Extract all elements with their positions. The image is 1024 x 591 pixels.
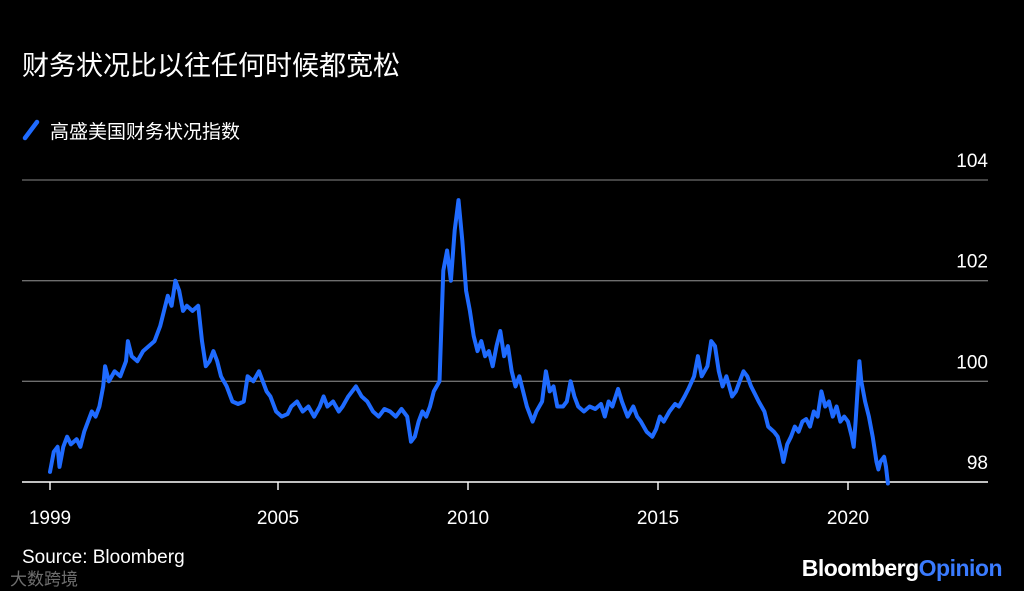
y-axis-tick-labels: 98 100 102 104 — [956, 151, 988, 474]
series-line-0 — [48, 198, 890, 486]
legend-swatch-icon — [22, 119, 40, 141]
legend-label: 高盛美国财务状况指数 — [50, 120, 241, 143]
y-tick-label-104: 104 — [956, 151, 988, 172]
y-tick-label-102: 102 — [956, 252, 988, 273]
chart-legend: 高盛美国财务状况指数 — [22, 118, 241, 143]
watermark: 大数跨境 — [10, 570, 78, 590]
x-axis-ticks — [49, 482, 849, 490]
y-tick-label-100: 100 — [956, 352, 988, 373]
brand-part-2: Opinion — [918, 555, 1003, 581]
x-axis-tick-labels: 1999 2005 2010 2015 2020 — [29, 508, 869, 529]
x-tick-label-2020: 2020 — [827, 508, 869, 529]
source-note: Source: Bloomberg — [22, 547, 185, 568]
x-tick-label-2015: 2015 — [637, 508, 679, 529]
chart-title: 财务状况比以往任何时候都宽松 — [22, 51, 400, 82]
y-tick-label-98: 98 — [967, 453, 988, 474]
x-tick-label-2005: 2005 — [257, 508, 299, 529]
x-tick-label-2010: 2010 — [447, 508, 489, 529]
series-layer — [48, 198, 890, 486]
x-tick-label-1999: 1999 — [29, 508, 71, 529]
brand-logo: BloombergOpinion — [801, 555, 1003, 582]
brand-part-1: Bloomberg — [801, 555, 919, 581]
gridlines — [22, 179, 988, 483]
